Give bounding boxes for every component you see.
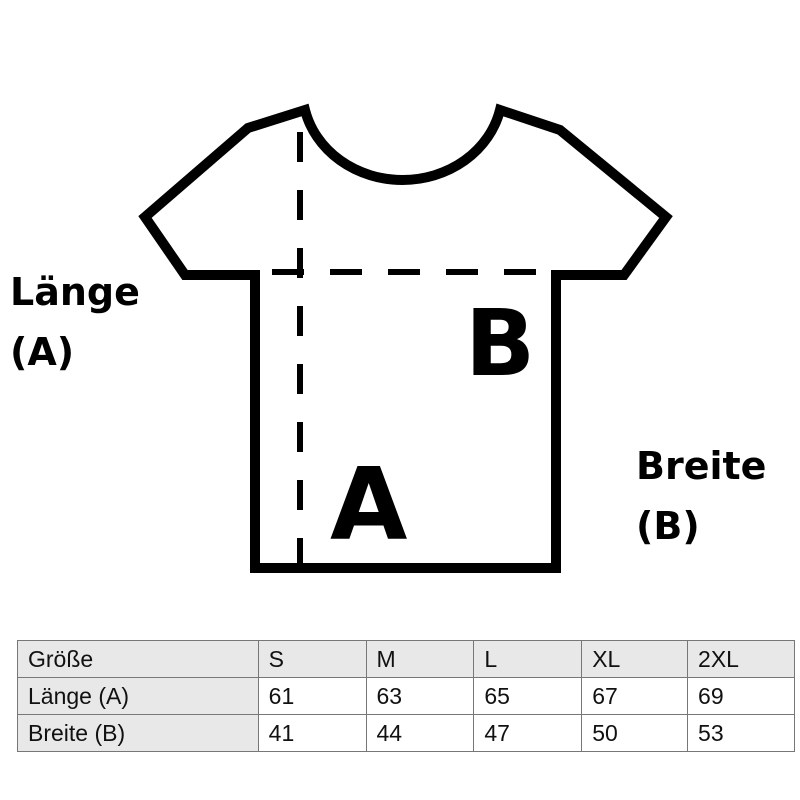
header-cell: M [365, 640, 475, 678]
table-cell: 69 [687, 677, 795, 715]
row-label: Breite (B) [17, 714, 259, 752]
length-label: Länge [10, 270, 140, 314]
size-table: Größe S M L XL 2XL Länge (A) 61 63 65 67… [17, 640, 795, 752]
table-header-row: Größe S M L XL 2XL [17, 640, 795, 678]
header-cell: Größe [17, 640, 259, 678]
table-row: Länge (A) 61 63 65 67 69 [17, 677, 795, 715]
table-cell: 47 [473, 714, 583, 752]
table-cell: 53 [687, 714, 795, 752]
table-cell: 61 [257, 677, 367, 715]
width-code: (B) [636, 504, 700, 548]
header-cell: S [257, 640, 367, 678]
table-cell: 65 [473, 677, 583, 715]
header-cell: XL [581, 640, 689, 678]
table-cell: 41 [257, 714, 367, 752]
header-cell: 2XL [687, 640, 795, 678]
tshirt-diagram [138, 103, 673, 573]
table-cell: 63 [365, 677, 475, 715]
letter-b: B [465, 290, 536, 397]
letter-a: A [330, 446, 408, 563]
table-cell: 50 [581, 714, 689, 752]
width-label: Breite [636, 444, 767, 488]
table-cell: 67 [581, 677, 689, 715]
table-row: Breite (B) 41 44 47 50 53 [17, 714, 795, 752]
table-cell: 44 [365, 714, 475, 752]
header-cell: L [473, 640, 583, 678]
row-label: Länge (A) [17, 677, 259, 715]
tshirt-outline [138, 103, 673, 573]
length-code: (A) [10, 330, 75, 374]
